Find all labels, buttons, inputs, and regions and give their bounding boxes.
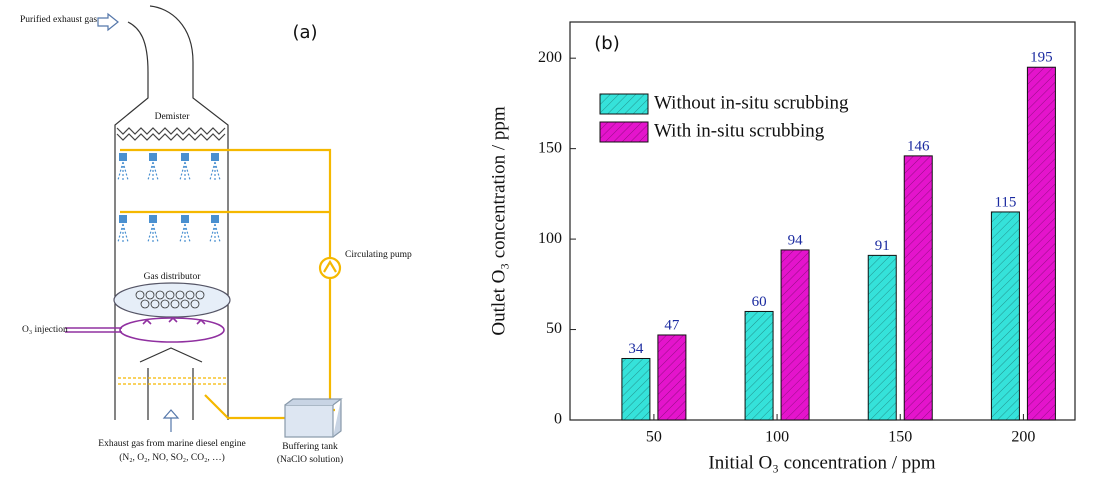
value-label: 34: [628, 341, 644, 357]
legend-swatch: [599, 93, 649, 115]
plot-frame: [569, 21, 1076, 421]
bar: [990, 211, 1020, 421]
diagram-text: (NaClO solution): [277, 454, 343, 465]
x-axis-label: Initial O₃ concentration / ppm: [708, 452, 935, 473]
spray-nozzles: [117, 161, 221, 243]
x-tick-label: 150: [888, 429, 912, 446]
diagram: [65, 5, 343, 438]
legend-swatch: [599, 121, 649, 143]
value-label: 115: [994, 194, 1016, 210]
diagram-text: Buffering tank: [282, 441, 338, 452]
inlet-pipe: [139, 347, 203, 420]
piping: [120, 148, 342, 420]
demister: [116, 127, 226, 141]
x-tick-label: 100: [765, 429, 789, 446]
y-tick-label: 200: [538, 49, 562, 66]
diagram-text: Purified exhaust gas: [20, 14, 97, 25]
inlet-arrow: [162, 409, 180, 432]
bar: [780, 249, 810, 421]
bar: [903, 155, 933, 421]
diagram-text: (N₂, O₂, NO, SO₂, CO₂, …): [119, 452, 225, 463]
y-tick-label: 50: [546, 320, 562, 337]
liquid-level: [118, 377, 226, 385]
diagram-texts: Purified exhaust gas (a) Demister Circul…: [20, 14, 412, 465]
distributor-holes: [135, 290, 205, 309]
value-label: 146: [907, 138, 930, 154]
bar: [744, 310, 774, 421]
y-tick-label: 150: [538, 139, 562, 156]
ozone-ring: [65, 316, 225, 343]
value-label: 91: [875, 238, 890, 254]
nozzle-heads: [119, 153, 219, 223]
value-label: 60: [752, 294, 767, 310]
bar: [657, 334, 687, 421]
panel-label: (b): [594, 33, 619, 54]
legend-label: Without in-situ scrubbing: [654, 92, 849, 113]
buffer-tank: [284, 404, 334, 438]
tower-outline: [114, 5, 229, 420]
bar: [867, 254, 897, 421]
x-tick-label: 200: [1011, 429, 1035, 446]
diagram-text: O₃ injection: [22, 325, 68, 335]
value-label: 47: [664, 317, 680, 333]
diagram-text: Gas distributor: [144, 272, 202, 282]
panel-label: (a): [292, 22, 317, 43]
diagram-text: Circulating pump: [345, 250, 412, 260]
y-axis-label: Outlet O₃ concentration / ppm: [488, 106, 509, 336]
diagram-text: Exhaust gas from marine diesel engine: [98, 438, 245, 449]
bar: [1026, 66, 1056, 421]
y-tick-label: 0: [554, 411, 562, 428]
gas-distributor: [113, 282, 231, 318]
diagram-text: Demister: [155, 112, 191, 122]
legend-label: With in-situ scrubbing: [654, 120, 825, 141]
value-label: 94: [788, 232, 804, 248]
x-tick-label: 50: [646, 429, 662, 446]
outlet-arrow: [97, 12, 119, 32]
value-label: 195: [1030, 50, 1053, 66]
buffer-tank-side: [284, 398, 343, 438]
y-tick-label: 100: [538, 230, 562, 247]
bar: [621, 357, 651, 421]
